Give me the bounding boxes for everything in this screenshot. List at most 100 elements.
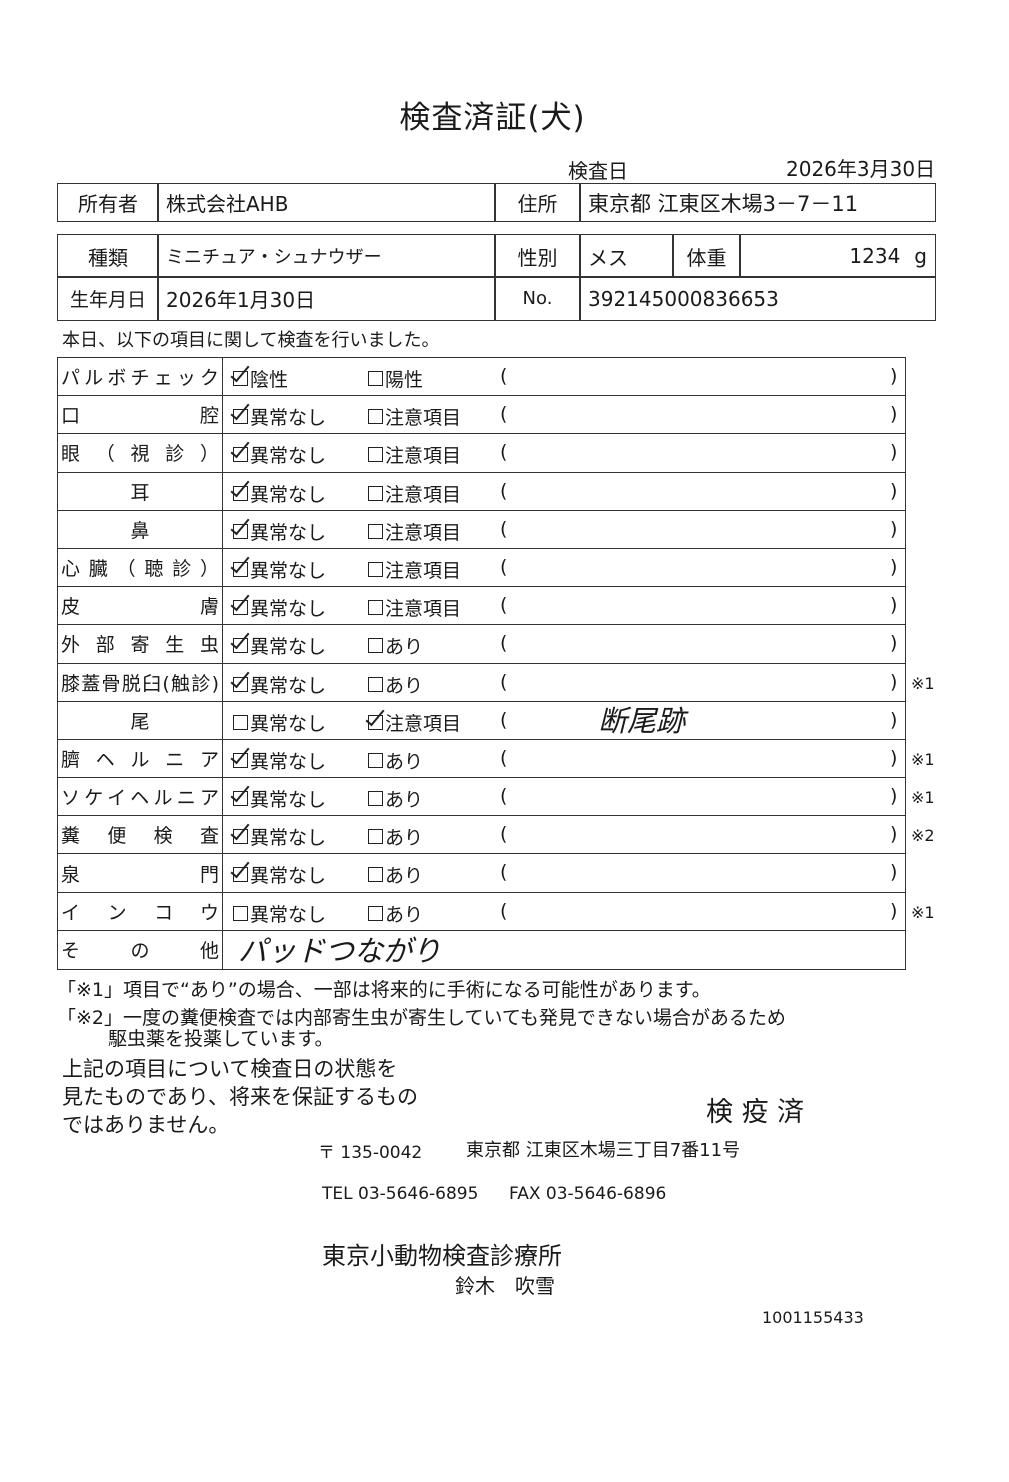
- option-1[interactable]: 異常なし: [233, 671, 326, 698]
- option-2[interactable]: あり: [368, 861, 423, 888]
- checkbox-icon[interactable]: [233, 638, 248, 654]
- option-2-label: あり: [385, 827, 424, 850]
- checkbox-icon[interactable]: [368, 409, 383, 425]
- checkbox-icon[interactable]: [233, 829, 248, 845]
- checkbox-icon[interactable]: [233, 905, 248, 921]
- paren-open: (: [500, 555, 508, 578]
- option-2[interactable]: 注意項目: [368, 594, 461, 621]
- option-1[interactable]: 陰性: [233, 365, 288, 392]
- checkbox-icon[interactable]: [368, 371, 383, 386]
- checkbox-icon[interactable]: [233, 752, 248, 768]
- checkbox-icon[interactable]: [233, 676, 248, 692]
- checkbox-icon[interactable]: [233, 791, 248, 807]
- option-2[interactable]: あり: [368, 747, 423, 774]
- option-2-label: 注意項目: [385, 559, 462, 582]
- option-2[interactable]: あり: [368, 785, 423, 812]
- option-2[interactable]: 注意項目: [368, 518, 461, 545]
- checkbox-icon[interactable]: [368, 714, 383, 730]
- row-label-text: 皮膚: [61, 596, 219, 619]
- inspection-row: 心臓（聴診） 異常なし 注意項目 ( ): [58, 548, 905, 588]
- option-2[interactable]: あり: [368, 823, 423, 850]
- checkbox-icon[interactable]: [233, 523, 248, 539]
- exam-date-label: 検査日: [568, 159, 628, 183]
- row-label-text: 口腔: [61, 405, 219, 428]
- checkbox-icon[interactable]: [368, 561, 383, 577]
- paren-open: (: [500, 479, 508, 502]
- paren-close: ): [890, 861, 898, 884]
- clinic-tel: TEL 03-5646-6895: [322, 1184, 479, 1204]
- paren-open: (: [500, 632, 508, 655]
- paren-open: (: [500, 517, 508, 540]
- clinic-postal: 〒 135-0042: [318, 1143, 423, 1163]
- checkbox-icon[interactable]: [368, 867, 383, 883]
- inspection-row: インコウ 異常なし あり ( ) ※1: [58, 892, 935, 931]
- checkbox-icon[interactable]: [368, 638, 383, 654]
- option-2[interactable]: 注意項目: [368, 556, 461, 583]
- option-1[interactable]: 異常なし: [233, 556, 326, 583]
- option-2[interactable]: あり: [368, 900, 423, 927]
- option-2[interactable]: 注意項目: [368, 403, 461, 430]
- footnote-mark: ※1: [911, 902, 935, 922]
- checkbox-icon[interactable]: [233, 409, 248, 425]
- row-label: 臍ヘルニア: [58, 739, 223, 778]
- row-label: 泉門: [58, 854, 223, 892]
- row-label: 尾: [58, 701, 223, 739]
- option-1[interactable]: 異常なし: [233, 747, 326, 774]
- option-2[interactable]: あり: [368, 671, 423, 698]
- option-1[interactable]: 異常なし: [233, 709, 326, 736]
- checkbox-icon[interactable]: [368, 523, 383, 539]
- row-label: 耳: [58, 472, 223, 510]
- row-note: 断尾跡: [598, 703, 686, 738]
- checkbox-icon[interactable]: [233, 561, 248, 577]
- type-value: ミニチュア・シュナウザー: [157, 234, 496, 278]
- sex-value: メス: [579, 234, 674, 278]
- checkbox-icon[interactable]: [233, 485, 248, 501]
- row-label-text: パルボチェック: [61, 367, 219, 390]
- option-2[interactable]: 注意項目: [368, 709, 461, 736]
- paren-open: (: [500, 403, 508, 426]
- checkbox-icon[interactable]: [368, 752, 383, 768]
- row-label-text: 泉門: [61, 863, 219, 886]
- option-1[interactable]: 異常なし: [233, 900, 326, 927]
- option-2-label: あり: [385, 636, 424, 659]
- quarantine-stamp: 検 疫 済: [706, 1097, 805, 1128]
- checkbox-icon[interactable]: [368, 676, 383, 692]
- inspection-row: 耳 異常なし 注意項目 ( ): [58, 472, 905, 511]
- checkbox-icon[interactable]: [233, 714, 248, 730]
- paren-close: ): [890, 517, 898, 540]
- option-1[interactable]: 異常なし: [233, 823, 326, 850]
- checkbox-icon[interactable]: [233, 371, 248, 386]
- intro-text: 本日、以下の項目に関して検査を行いました。: [62, 330, 440, 351]
- checkbox-icon[interactable]: [368, 791, 383, 807]
- option-1[interactable]: 異常なし: [233, 518, 326, 545]
- paren-open: (: [500, 861, 508, 884]
- option-1[interactable]: 異常なし: [233, 861, 326, 888]
- option-1[interactable]: 異常なし: [233, 785, 326, 812]
- option-1[interactable]: 異常なし: [233, 480, 326, 507]
- footnote-2-cont: 駆虫薬を投薬しています。: [108, 1028, 334, 1050]
- option-1[interactable]: 異常なし: [233, 403, 326, 430]
- checkbox-icon[interactable]: [368, 485, 383, 501]
- option-1[interactable]: 異常なし: [233, 594, 326, 621]
- checkbox-icon[interactable]: [233, 867, 248, 883]
- inspection-row: 糞便検査 異常なし あり ( ) ※2: [58, 816, 935, 855]
- checkbox-icon[interactable]: [368, 600, 383, 616]
- row-label: パルボチェック: [58, 358, 223, 396]
- checkbox-icon[interactable]: [368, 829, 383, 845]
- option-2[interactable]: 陽性: [368, 365, 423, 392]
- option-1[interactable]: 異常なし: [233, 632, 326, 659]
- paren-close: ): [890, 441, 898, 464]
- owner-label: 所有者: [57, 183, 159, 222]
- option-2[interactable]: あり: [368, 632, 423, 659]
- other-row: その他 パッドつながり: [58, 930, 905, 969]
- option-2[interactable]: 注意項目: [368, 441, 461, 468]
- option-1[interactable]: 異常なし: [233, 441, 326, 468]
- checkbox-icon[interactable]: [233, 600, 248, 616]
- paren-close: ): [890, 479, 898, 502]
- checkbox-icon[interactable]: [233, 447, 248, 463]
- option-2[interactable]: 注意項目: [368, 480, 461, 507]
- checkbox-icon[interactable]: [368, 905, 383, 921]
- checkbox-icon[interactable]: [368, 447, 383, 463]
- row-label-text: ソケイヘルニア: [61, 787, 219, 810]
- paren-open: (: [500, 594, 508, 617]
